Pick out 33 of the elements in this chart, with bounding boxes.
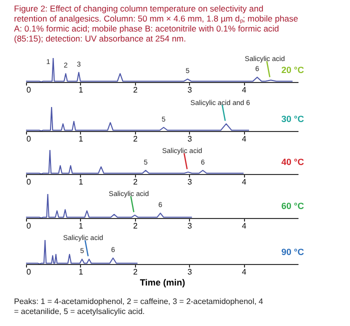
x-tick-label: 4 (242, 178, 247, 186)
x-tick-label: 1 (78, 86, 84, 94)
x-tick-label: 1 (78, 268, 84, 276)
chart-title: Figure 2: Effect of changing column temperature on selectivity and retention of analgesics. Column: 50 mm × 4.6 mm, 1.8 µm dₚ; mobile phase A: 0.1% formic acid; mobile phase B: acetonitrile with 0.1% formic acid (85:15); detection: UV absorbance at 254 nm. (14, 4, 298, 44)
x-tick-label: 0 (26, 268, 32, 276)
x-tick-label: 2 (133, 268, 138, 276)
annotation: 20 °C (281, 65, 304, 75)
annotation: 90 °C (281, 247, 304, 257)
x-tick-label: 2 (133, 178, 138, 186)
x-tick-label: 0 (26, 86, 32, 94)
x-tick-label: 1 (78, 222, 84, 230)
x-tick-label: 2 (133, 86, 138, 94)
x-tick-label: 0 (26, 222, 32, 230)
text: Peaks: 1 = 4-acetamidophenol, 2 = caffeine, 3 = 2-acetamidophenol, 4 = acetanilide, 5 = acetylsalicylic acid. (14, 297, 264, 316)
x-tick-label: 4 (242, 268, 247, 276)
x-tick-label: 1 (78, 134, 84, 144)
annotation: 40 °C (281, 157, 304, 167)
x-tick-label: 4 (242, 134, 247, 144)
x-tick-label: 3 (187, 178, 192, 186)
x-axis-title: Time (min) (140, 278, 186, 288)
annotation: 30 °C (281, 114, 304, 124)
x-tick-label: 0 (26, 178, 32, 186)
x-tick-label: 3 (187, 134, 192, 144)
x-tick-label: 3 (187, 268, 192, 276)
x-tick-label: 2 (133, 222, 138, 230)
x-tick-label: 1 (78, 178, 84, 186)
annotation: 60 °C (281, 201, 304, 211)
x-tick-label: 3 (187, 86, 192, 94)
x-tick-label: 4 (242, 86, 247, 94)
x-tick-label: 2 (133, 134, 138, 144)
x-tick-label: 3 (187, 222, 192, 230)
x-tick-label: 0 (26, 134, 32, 144)
x-tick-label: 4 (242, 222, 247, 230)
